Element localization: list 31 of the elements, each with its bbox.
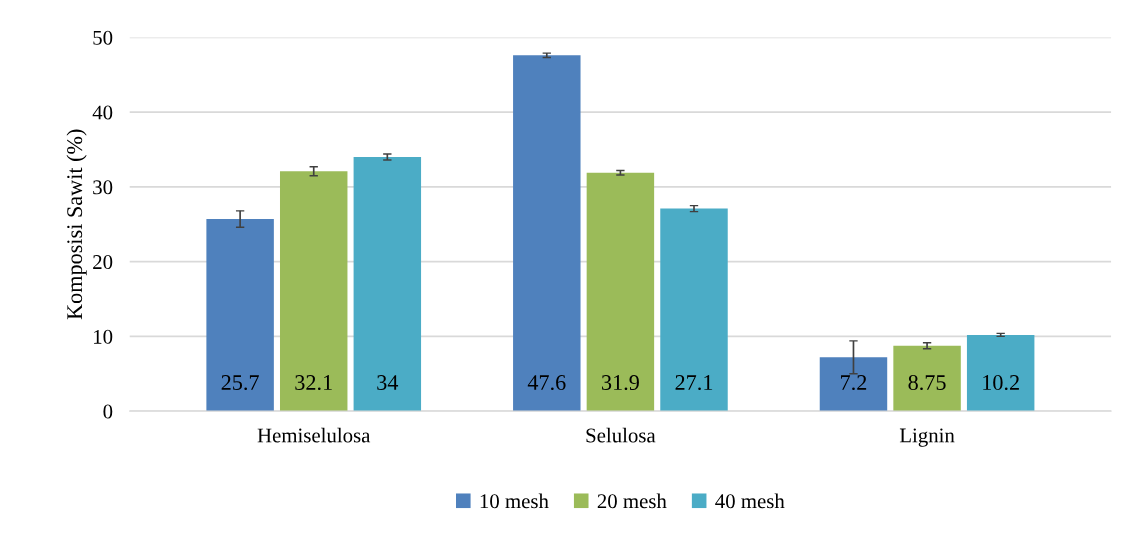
bar (586, 172, 655, 412)
x-tick-label: Hemiselulosa (257, 427, 371, 443)
data-label: 47.6 (527, 375, 566, 391)
bar (660, 208, 728, 412)
data-label: 25.7 (221, 375, 259, 391)
legend-label: 20 mesh (597, 493, 667, 509)
data-label: 31.9 (602, 375, 639, 391)
bar (513, 55, 581, 412)
data-label: 27.1 (675, 375, 713, 391)
legend-label: 40 mesh (715, 493, 785, 509)
bar (279, 171, 348, 412)
y-tick-label: 10 (94, 329, 113, 344)
bar (353, 157, 422, 412)
y-tick-label: 30 (93, 180, 113, 195)
legend-label: 10 mesh (480, 493, 549, 509)
data-label: 34 (377, 375, 399, 390)
y-tick-label: 20 (93, 255, 113, 270)
x-tick-label: Lignin (899, 428, 955, 447)
bar (966, 334, 1035, 412)
bar (206, 219, 274, 412)
y-tick-label: 50 (93, 30, 113, 45)
y-tick-label: 40 (92, 105, 113, 120)
data-label: 10.2 (983, 375, 1019, 391)
data-label: 8.75 (908, 375, 946, 391)
bar (819, 357, 888, 412)
bar (893, 345, 961, 412)
y-axis-title: Komposisi Sawit (%) (66, 129, 87, 320)
data-label: 32.1 (295, 375, 332, 391)
y-tick-label: 0 (103, 404, 113, 419)
x-tick-label: Selulosa (586, 427, 656, 443)
data-label: 7.2 (841, 375, 867, 391)
